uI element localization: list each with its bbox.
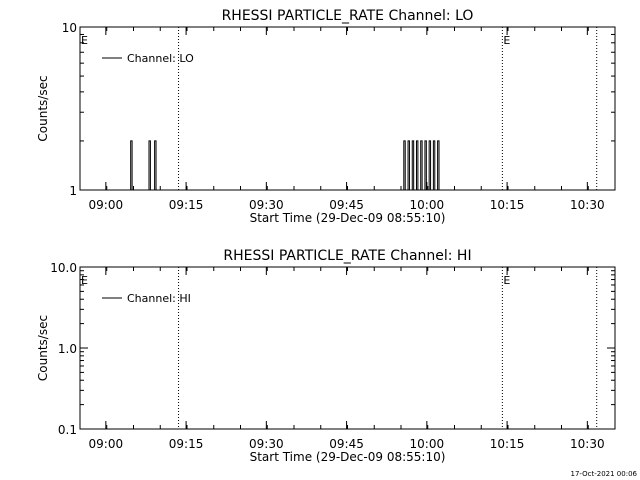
y-tick-label: 1.0 [58, 342, 77, 356]
x-tick-label: 09:30 [249, 198, 284, 212]
x-tick-label: 10:15 [490, 437, 525, 451]
y-tick-label: 10 [62, 21, 77, 35]
series-spike [407, 140, 410, 190]
x-tick-label: 09:30 [249, 437, 284, 451]
x-tick-label: 10:15 [490, 198, 525, 212]
x-tick-label: 10:30 [570, 198, 605, 212]
event-marker-label: E [503, 274, 510, 287]
x-tick-label: 09:00 [89, 437, 124, 451]
series-spike [428, 140, 432, 190]
x-tick-label: 09:45 [329, 198, 364, 212]
series-spike [420, 140, 423, 190]
series-spike [411, 140, 415, 190]
x-axis-label: Start Time (29-Dec-09 08:55:10) [250, 450, 446, 464]
series-spike [424, 140, 427, 190]
x-tick-label: 09:45 [329, 437, 364, 451]
series-spike [154, 140, 157, 190]
series-spike [415, 140, 419, 190]
x-tick-label: 10:30 [570, 437, 605, 451]
y-tick-label: 10.0 [50, 261, 77, 275]
series-spike [403, 140, 406, 190]
chart-panel-lo: RHESSI PARTICLE_RATE Channel: LO 1 10 09:00… [36, 8, 616, 225]
y-axis-label: Counts/sec [36, 315, 50, 381]
series-spike [437, 140, 440, 190]
x-tick-label: 09:15 [169, 198, 204, 212]
y-axis-label: Counts/sec [36, 75, 50, 141]
x-tick-label: 10:00 [410, 437, 445, 451]
y-tick-label: 0.1 [58, 423, 77, 437]
series-spike [130, 140, 133, 190]
x-tick-label: 09:00 [89, 198, 124, 212]
x-tick-label: 10:00 [410, 198, 445, 212]
series-spike [432, 140, 436, 190]
series-spike [148, 140, 151, 190]
legend-label: Channel: HI [127, 292, 191, 305]
x-tick-label: 09:15 [169, 437, 204, 451]
event-marker-label: E [503, 34, 510, 47]
chart-panel-hi: RHESSI PARTICLE_RATE Channel: HI 0.1 1.0 10… [36, 248, 616, 464]
footer-timestamp: 17-Oct-2021 00:06 [571, 470, 638, 478]
legend-label: Channel: LO [127, 52, 194, 65]
y-tick-label: 1 [69, 184, 77, 198]
event-marker-label: E [81, 274, 88, 287]
x-axis-label: Start Time (29-Dec-09 08:55:10) [250, 211, 446, 225]
event-marker-label: E [81, 34, 88, 47]
chart-title: RHESSI PARTICLE_RATE Channel: HI [223, 248, 471, 264]
chart-title: RHESSI PARTICLE_RATE Channel: LO [222, 8, 474, 24]
